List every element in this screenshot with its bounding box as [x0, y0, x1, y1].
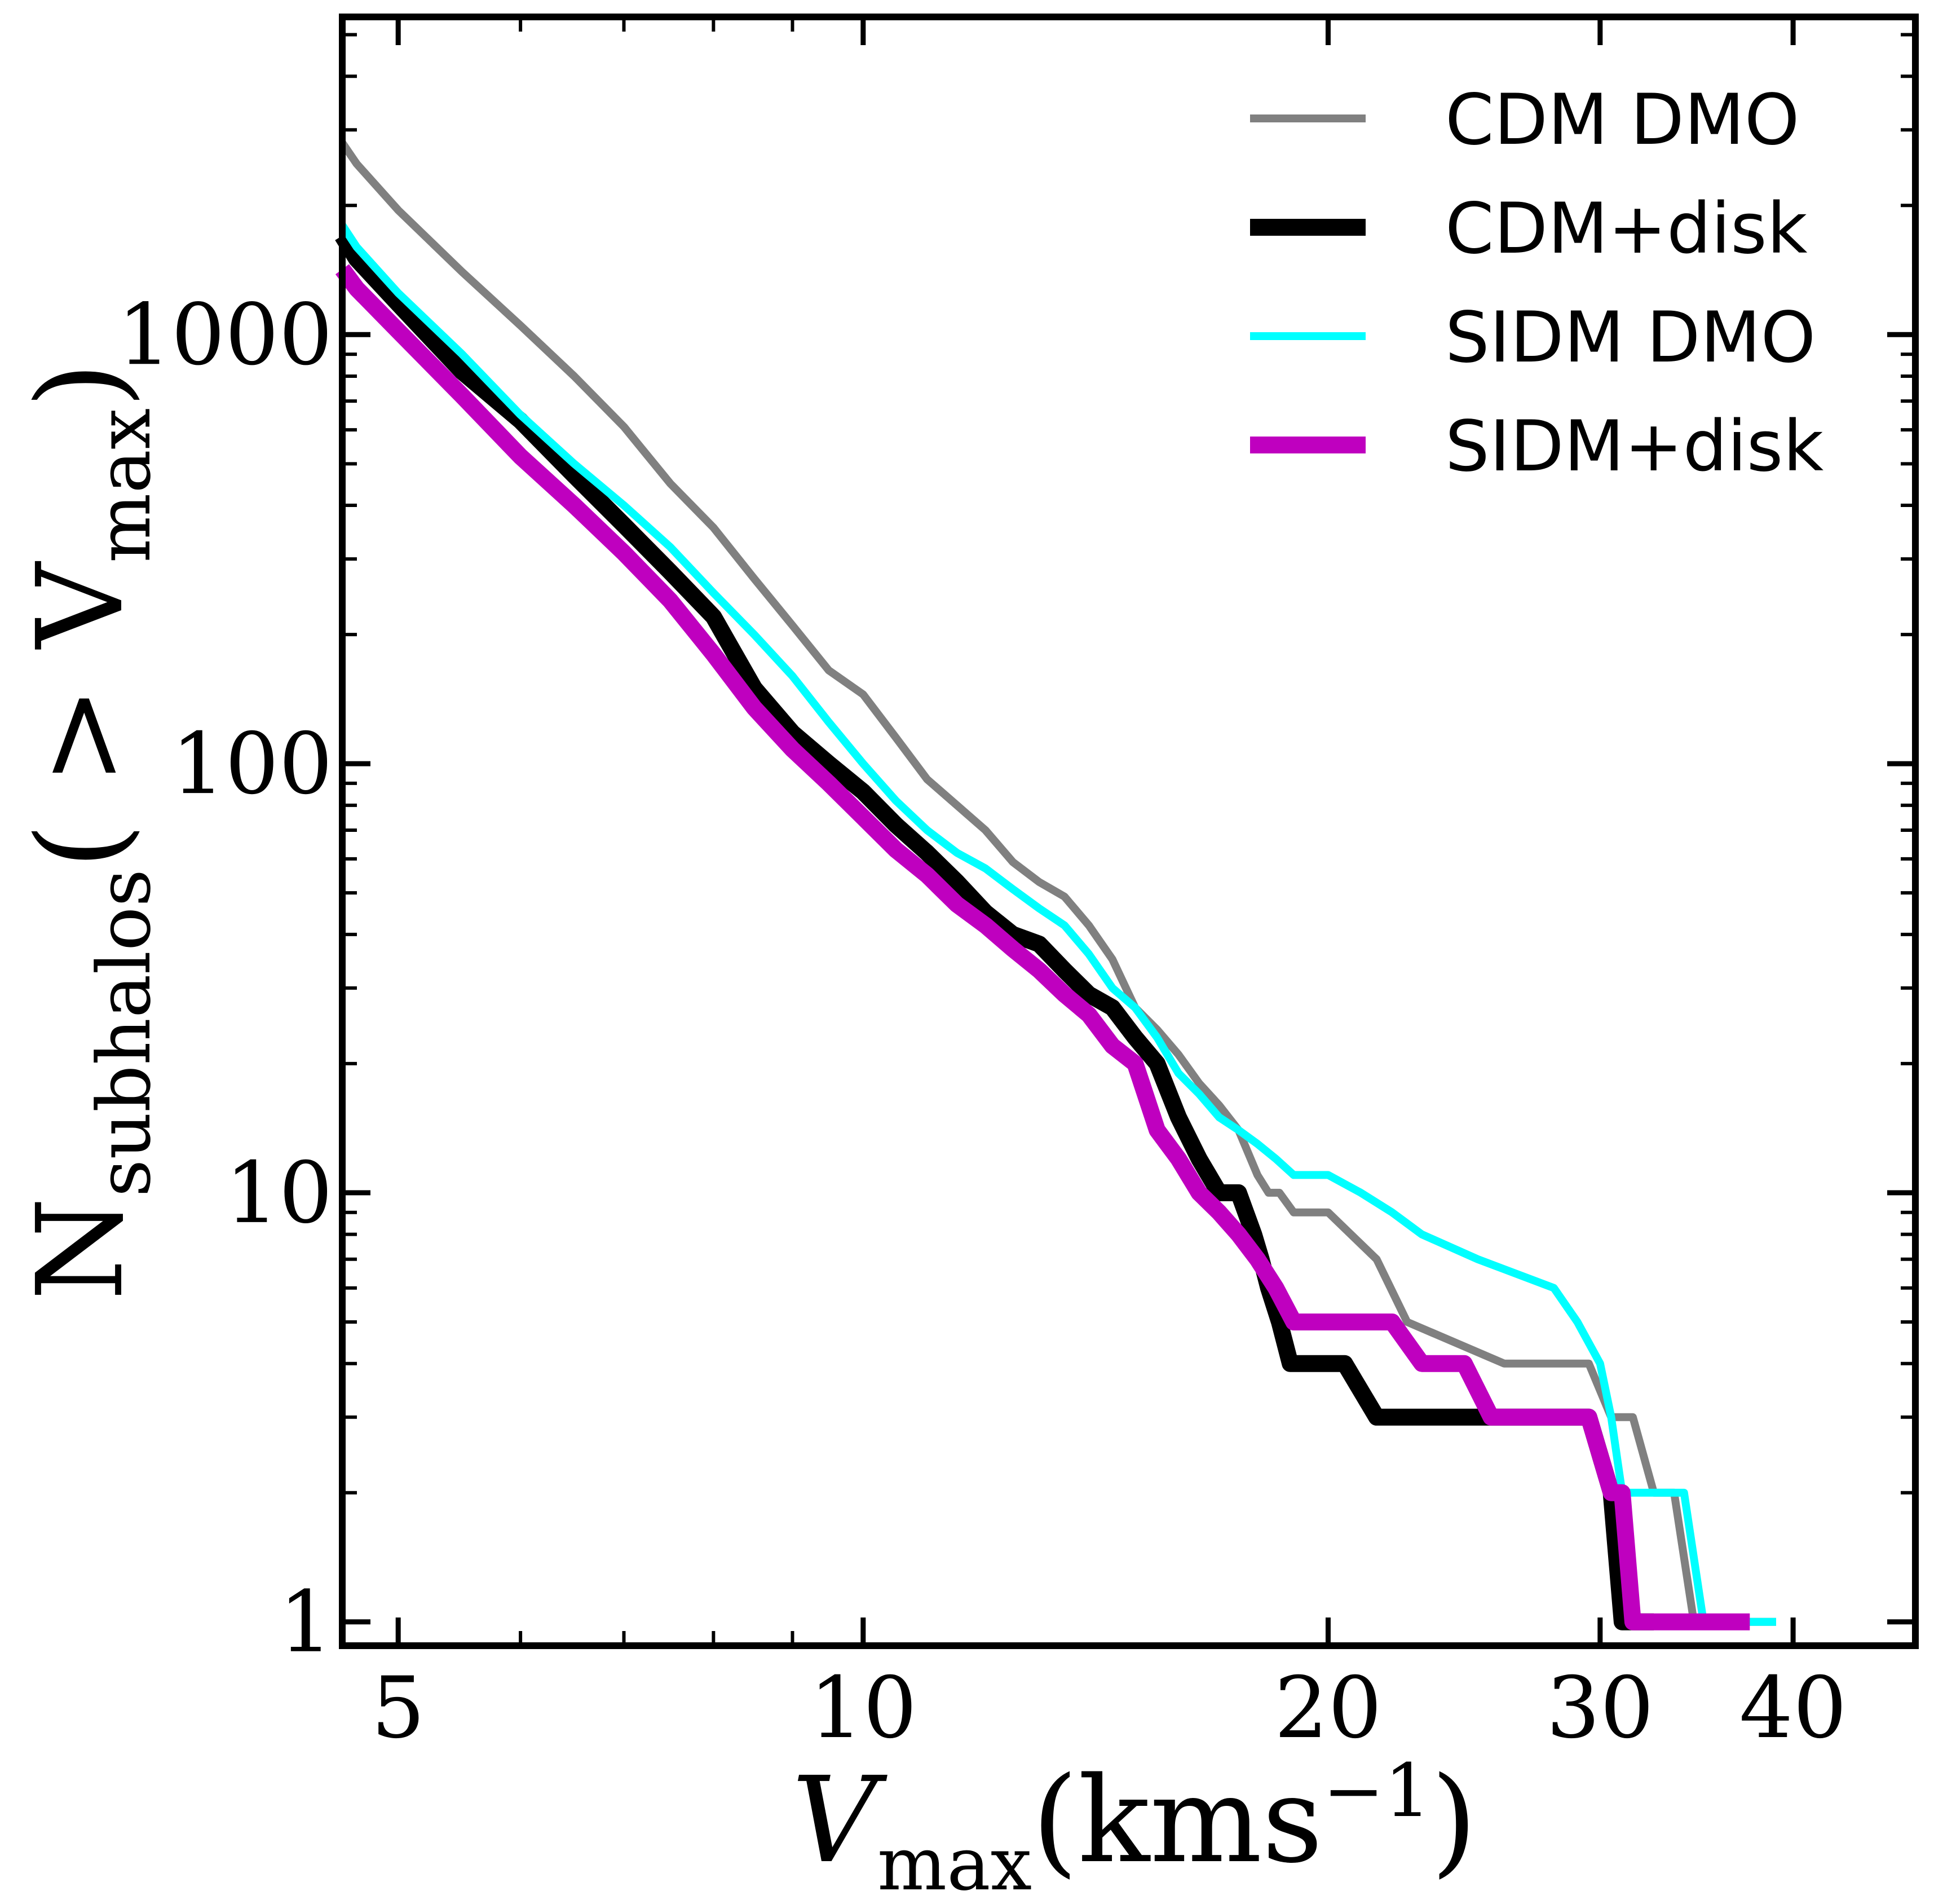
x-tick-label: 10 — [809, 1659, 917, 1757]
x-axis-label-sup: −1 — [1323, 1748, 1431, 1834]
y-tick-labels: 1 10 100 1000 — [117, 286, 333, 1671]
y-tick-label: 1000 — [117, 286, 333, 384]
y-axis-label-sub2: max — [81, 408, 167, 563]
y-tick-label: 10 — [225, 1144, 333, 1242]
series-line-cdm-disk — [335, 231, 1654, 1630]
y-axis-label-sub: subhalos — [81, 869, 167, 1197]
x-axis-label: Vmax(kms−1) — [792, 1748, 1477, 1904]
y-axis-label-tail: ( > V — [11, 561, 149, 869]
x-axis-label-close: ) — [1431, 1751, 1477, 1889]
x-tick-label: 5 — [371, 1659, 425, 1757]
y-tick-label: 100 — [171, 715, 333, 813]
x-axis-label-tail: (kms — [1032, 1751, 1323, 1889]
x-tick-label: 30 — [1546, 1659, 1654, 1757]
x-tick-labels: 5 10 20 30 40 — [371, 1659, 1847, 1757]
legend-label: CDM DMO — [1445, 80, 1800, 161]
legend-label: CDM+disk — [1445, 188, 1808, 270]
legend-label: SIDM DMO — [1445, 297, 1816, 378]
x-axis-label-main: V — [792, 1751, 887, 1889]
y-axis-label-main: N — [11, 1197, 149, 1301]
y-tick-label: 1 — [279, 1574, 333, 1672]
x-tick-label: 20 — [1274, 1659, 1382, 1757]
x-axis-label-sub: max — [877, 1821, 1032, 1904]
plot-frame — [339, 14, 1919, 1649]
legend-label: SIDM+disk — [1445, 406, 1823, 487]
x-tick-label: 40 — [1739, 1659, 1847, 1757]
major-ticks — [342, 17, 1915, 1646]
series-line-sidm-disk — [335, 264, 1750, 1630]
y-axis-label: Nsubhalos( > Vmax) — [11, 362, 167, 1301]
legend: CDM DMO CDM+disk SIDM DMO SIDM+disk — [1250, 80, 1823, 487]
y-axis-label-close: ) — [11, 362, 149, 408]
series-lines — [335, 140, 1776, 1630]
